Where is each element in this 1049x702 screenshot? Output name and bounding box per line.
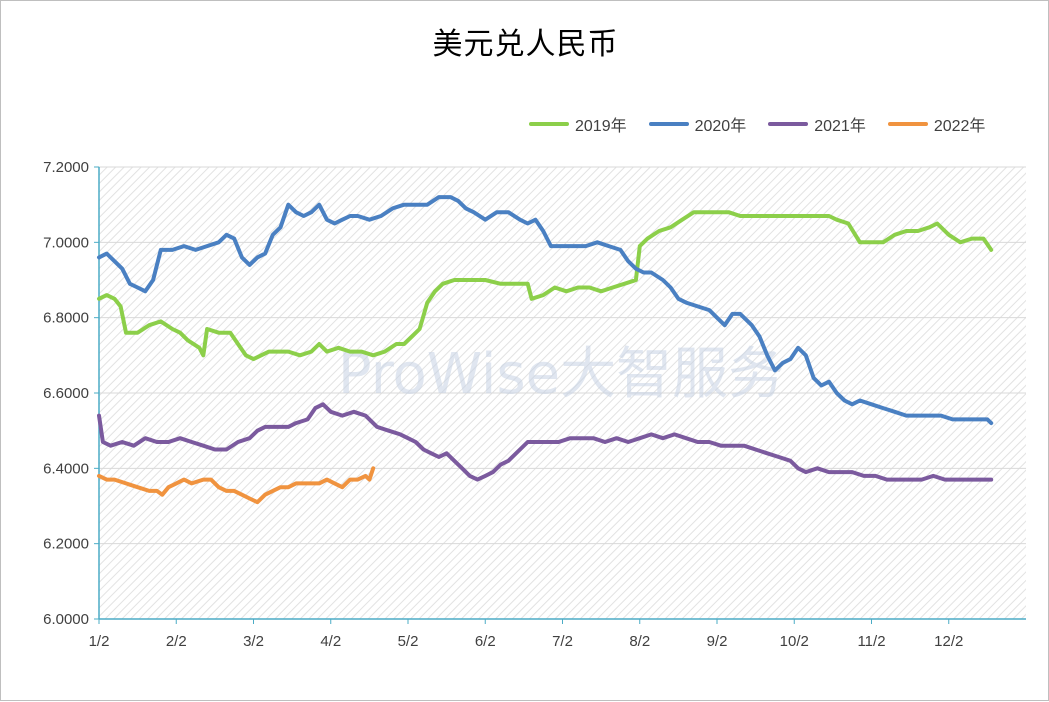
x-tick-label: 1/2 [89,633,110,650]
y-tick-label: 6.6000 [43,385,89,402]
legend-swatch-2021 [768,122,809,126]
x-tick-label: 2/2 [166,633,187,650]
series-line-3 [97,402,994,482]
x-tick-label: 5/2 [398,633,419,650]
legend-item-2020: 2020年 [648,112,747,136]
y-tick-label: 7.2000 [43,159,89,176]
series-line-4 [97,466,376,505]
series-line-1 [97,210,994,362]
watermark-text: ProWise大智服务 [338,342,784,407]
x-tick-label: 9/2 [707,633,728,650]
legend-label-2020: 2020年 [694,118,747,135]
x-tick-label: 12/2 [934,633,963,650]
y-tick-label: 7.0000 [43,234,89,251]
x-tick-label: 7/2 [552,633,573,650]
legend-item-2021: 2021年 [768,112,866,136]
chart-legend: 2019年 2020年 2021年 2022年 [529,112,985,136]
y-tick-label: 6.0000 [43,611,89,628]
x-tick-label: 3/2 [243,633,264,650]
legend-swatch-2020 [648,122,689,126]
y-tick-label: 6.8000 [43,310,89,327]
legend-item-2019: 2019年 [529,112,627,136]
x-tick-label: 8/2 [629,633,650,650]
x-tick-label: 10/2 [780,633,809,650]
y-tick-label: 6.2000 [43,536,89,553]
series-line-2 [97,195,994,426]
legend-label-2021: 2021年 [814,118,866,135]
y-tick-label: 6.4000 [43,460,89,477]
x-tick-label: 4/2 [320,633,341,650]
legend-swatch-2019 [529,122,569,126]
legend-label-2022: 2022年 [933,118,986,135]
legend-swatch-2022 [887,122,928,126]
x-tick-label: 6/2 [475,633,496,650]
legend-label-2019: 2019年 [575,118,627,135]
chart-title: 美元兑人民币 [432,27,619,62]
x-tick-label: 11/2 [857,633,885,650]
legend-item-2022: 2022年 [887,112,986,136]
